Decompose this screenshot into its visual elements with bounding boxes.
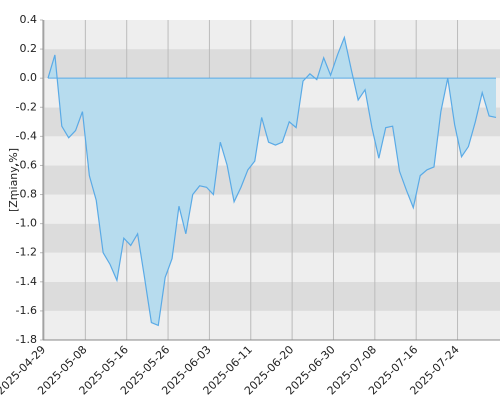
grid-band [43, 49, 500, 79]
y-tick-label: -1.4 [16, 275, 37, 288]
line [47, 35, 497, 327]
y-tick-label: -1.2 [16, 246, 37, 259]
y-tick-label: 0.0 [20, 71, 38, 84]
grid-band [43, 20, 500, 50]
y-tick-label: 0.2 [20, 42, 38, 55]
y-tick-label: -0.4 [16, 129, 37, 142]
grid-band [43, 310, 500, 340]
y-axis-label: [Zmiany,%] [7, 148, 20, 212]
y-tick-label: -1.8 [16, 333, 37, 346]
y-tick-label: -1.6 [16, 304, 37, 317]
y-tick-label: -1.0 [16, 217, 37, 230]
y-tick-label: -0.6 [16, 158, 37, 171]
grid-band [43, 281, 500, 311]
y-tick-label: -0.2 [16, 100, 37, 113]
y-tick-label: 0.4 [20, 13, 38, 26]
y-tick-label: -0.8 [16, 188, 37, 201]
area [48, 37, 496, 326]
